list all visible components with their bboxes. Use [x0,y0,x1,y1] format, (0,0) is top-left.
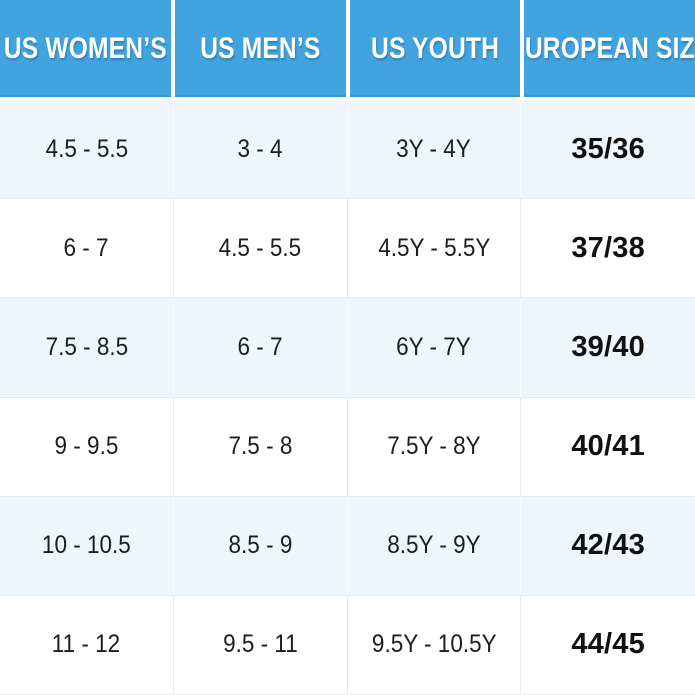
cell-us-womens: 11 - 12 [0,595,174,695]
cell-value: 6Y - 7Y [396,332,472,361]
table-row: 10 - 10.5 8.5 - 9 8.5Y - 9Y 42/43 [0,495,695,595]
cell-value: 9.5Y - 10.5Y [371,630,497,659]
cell-value: 3Y - 4Y [396,134,472,163]
cell-us-womens: 4.5 - 5.5 [0,100,174,199]
table-row: 11 - 12 9.5 - 11 9.5Y - 10.5Y 44/45 [0,594,695,695]
cell-value: 42/43 [571,529,645,562]
cell-european-size: 44/45 [521,596,695,694]
cell-value: 39/40 [571,330,645,363]
cell-value: 40/41 [571,430,645,463]
cell-value: 8.5 - 9 [228,531,293,560]
cell-value: 10 - 10.5 [41,531,131,560]
cell-value: 4.5Y - 5.5Y [377,233,490,262]
cell-us-mens: 3 - 4 [174,100,348,199]
header-cell-us-mens: US MEN’S [174,0,346,97]
cell-us-mens: 7.5 - 8 [174,397,348,496]
header-cell-us-youth: US YOUTH [349,0,521,97]
cell-value: 35/36 [571,132,645,165]
cell-value: 7.5Y - 8Y [387,432,481,461]
header-label-us-mens: US MEN’S [200,31,321,65]
cell-value: 3 - 4 [237,134,283,163]
header-row: US WOMEN’S US MEN’S US YOUTH EUROPEAN SI… [0,0,695,97]
cell-value: 4.5 - 5.5 [45,134,128,163]
cell-us-youth: 7.5Y - 8Y [348,397,522,496]
cell-value: 9 - 9.5 [54,432,119,461]
header-cell-us-womens: US WOMEN’S [0,0,171,97]
cell-us-womens: 6 - 7 [0,199,174,298]
cell-european-size: 35/36 [521,100,695,198]
cell-value: 8.5Y - 9Y [387,531,481,560]
cell-value: 37/38 [571,231,645,264]
cell-european-size: 42/43 [521,497,695,595]
cell-value: 44/45 [571,628,645,661]
table-row: 4.5 - 5.5 3 - 4 3Y - 4Y 35/36 [0,100,695,199]
cell-us-womens: 7.5 - 8.5 [0,298,174,397]
cell-us-mens: 8.5 - 9 [174,496,348,595]
header-label-european-size: EUROPEAN SIZE [524,31,695,65]
cell-value: 7.5 - 8.5 [45,332,128,361]
cell-value: 6 - 7 [237,332,283,361]
cell-us-mens: 6 - 7 [174,298,348,397]
cell-us-youth: 9.5Y - 10.5Y [348,595,522,695]
cell-us-womens: 10 - 10.5 [0,496,174,595]
table-row: 6 - 7 4.5 - 5.5 4.5Y - 5.5Y 37/38 [0,198,695,298]
cell-us-youth: 4.5Y - 5.5Y [348,199,522,298]
cell-us-youth: 3Y - 4Y [348,100,522,199]
cell-value: 11 - 12 [52,630,121,659]
cell-european-size: 37/38 [521,199,695,297]
cell-us-youth: 8.5Y - 9Y [348,496,522,595]
header-cell-european-size: EUROPEAN SIZE [524,0,695,97]
cell-value: 7.5 - 8 [228,432,293,461]
cell-european-size: 39/40 [521,298,695,396]
header-label-us-youth: US YOUTH [370,31,499,65]
cell-value: 9.5 - 11 [222,630,298,659]
header-label-us-womens: US WOMEN’S [3,31,167,65]
cell-value: 6 - 7 [63,233,109,262]
cell-value: 4.5 - 5.5 [218,233,302,262]
table-row: 7.5 - 8.5 6 - 7 6Y - 7Y 39/40 [0,297,695,397]
cell-us-youth: 6Y - 7Y [348,298,522,397]
cell-us-womens: 9 - 9.5 [0,397,174,496]
cell-us-mens: 4.5 - 5.5 [174,199,348,298]
cell-us-mens: 9.5 - 11 [174,595,348,695]
table-row: 9 - 9.5 7.5 - 8 7.5Y - 8Y 40/41 [0,396,695,496]
cell-european-size: 40/41 [521,398,695,496]
